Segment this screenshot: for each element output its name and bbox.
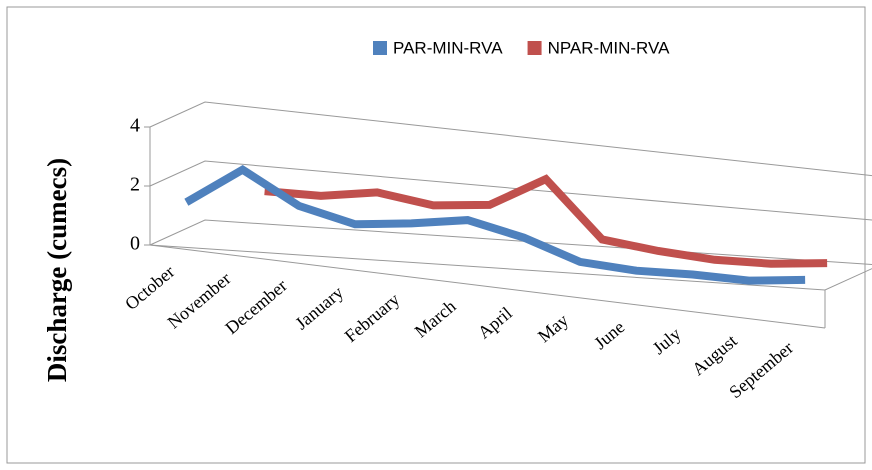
legend-swatch <box>373 41 387 55</box>
series-line <box>264 174 828 268</box>
grid-line <box>149 101 872 177</box>
series-line <box>184 165 806 285</box>
floor-front <box>149 244 826 329</box>
y-tick-label: 2 <box>130 174 140 196</box>
legend-label: NPAR-MIN-RVA <box>548 38 671 57</box>
legend-swatch <box>527 41 542 55</box>
grid-line <box>149 160 872 221</box>
y-axis-label: Discharge (cumecs) <box>42 158 72 382</box>
y-tick-label: 4 <box>130 115 140 137</box>
y-tick-label: 0 <box>130 233 140 255</box>
legend-label: PAR-MIN-RVA <box>393 38 503 57</box>
